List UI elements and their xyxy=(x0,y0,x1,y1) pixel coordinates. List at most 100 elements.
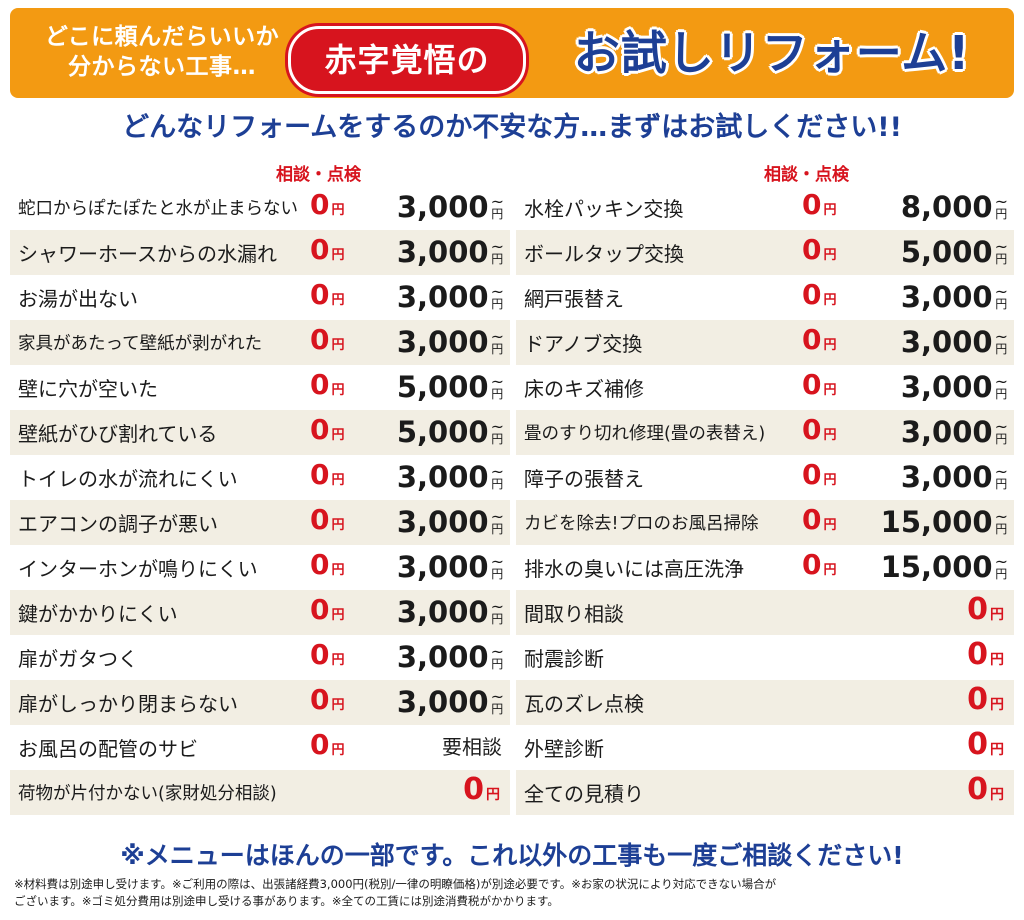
tilde-mark: ~ xyxy=(994,236,1008,256)
tilde-mark: ~ xyxy=(994,506,1008,526)
service-price-value: 8,000 xyxy=(900,190,993,224)
service-price-value: 3,000 xyxy=(396,685,489,719)
yen-unit: 円 xyxy=(823,383,837,398)
consult-fee-value: 0 xyxy=(310,458,330,491)
table-row: 壁紙がひび割れている 0 円 5,000 ~ 円 xyxy=(10,410,510,455)
yen-unit: 円 xyxy=(491,431,504,446)
tilde-mark: ~ xyxy=(490,641,504,661)
page-subtitle: どんなリフォームをするのか不安な方…まずはお試しください!! xyxy=(122,112,902,143)
consult-fee-value: 0 xyxy=(802,503,822,536)
tilde-mark: ~ xyxy=(994,461,1008,481)
from-yen-mark: ~ 円 xyxy=(995,193,1008,220)
service-price: 3,000 ~ 円 xyxy=(901,410,1008,455)
service-price: 3,000 ~ 円 xyxy=(397,320,504,365)
yen-unit: 円 xyxy=(823,248,837,263)
service-price: 3,000 ~ 円 xyxy=(397,590,504,635)
banner-title: お試しリフォーム! xyxy=(573,26,971,80)
service-price-value: 3,000 xyxy=(900,280,993,314)
yen-unit: 円 xyxy=(823,293,837,308)
consult-fee-value: 0 xyxy=(310,593,330,626)
consult-fee-value: 0 xyxy=(310,503,330,536)
service-label: 排水の臭いには高圧洗浄 xyxy=(524,557,744,581)
right-column-header: 相談・点検 xyxy=(764,165,849,185)
service-label: 畳のすり切れ修理(畳の表替え) xyxy=(524,424,766,444)
yen-unit: 円 xyxy=(823,563,837,578)
yen-unit: 円 xyxy=(995,296,1008,311)
tilde-mark: ~ xyxy=(490,371,504,391)
yen-unit: 円 xyxy=(990,607,1004,623)
banner-tagline: どこに頼んだらいいか 分からない工事… xyxy=(32,22,292,82)
footnotes: ※材料費は別途申し受けます。※ご利用の際は、出張諸経費3,000円(税別/一律の… xyxy=(14,876,1014,910)
from-yen-mark: ~ 円 xyxy=(995,418,1008,445)
service-label: 水栓パッキン交換 xyxy=(524,197,684,221)
service-label: シャワーホースからの水漏れ xyxy=(18,242,277,266)
left-column-header: 相談・点検 xyxy=(276,165,361,185)
service-label: 扉がしっかり閉まらない xyxy=(18,692,238,716)
from-yen-mark: ~ 円 xyxy=(994,461,1008,490)
consult-fee-value: 0 xyxy=(802,323,822,356)
consult-fee-value: 0 xyxy=(310,278,330,311)
menu-note: ※メニューはほんの一部です。これ以外の工事も一度ご相談ください! xyxy=(120,841,904,870)
free-price-value: 0 xyxy=(967,727,988,762)
yen-unit: 円 xyxy=(823,338,837,353)
tilde-mark: ~ xyxy=(490,461,504,481)
from-yen-mark: ~ 円 xyxy=(994,551,1008,580)
consult-fee-value: 0 xyxy=(310,683,330,716)
yen-unit: 円 xyxy=(995,521,1008,536)
service-label: ボールタップ交換 xyxy=(524,242,684,266)
table-row: 瓦のズレ点検 0 円 xyxy=(516,680,1014,725)
table-row: お湯が出ない 0 円 3,000 ~ 円 xyxy=(10,275,510,320)
header-banner: どこに頼んだらいいか 分からない工事… 赤字覚悟の お試しリフォーム! xyxy=(10,8,1014,98)
table-row: お風呂の配管のサビ 0 円 要相談 xyxy=(10,725,510,770)
tilde-mark: ~ xyxy=(994,551,1008,571)
table-row: 耐震診断 0 円 xyxy=(516,635,1014,680)
tilde-mark: ~ xyxy=(490,686,504,706)
yen-unit: 円 xyxy=(491,251,504,266)
table-row: 扉がしっかり閉まらない 0 円 3,000 ~ 円 xyxy=(10,680,510,725)
service-price-value: 3,000 xyxy=(900,460,993,494)
table-row: インターホンが鳴りにくい 0 円 3,000 ~ 円 xyxy=(10,545,510,590)
service-price: 3,000 ~ 円 xyxy=(397,545,504,590)
table-row: ボールタップ交換 0 円 5,000 ~ 円 xyxy=(516,230,1014,275)
service-label: トイレの水が流れにくい xyxy=(18,467,238,491)
free-price-value: 0 xyxy=(967,682,988,717)
service-price-value: 15,000 xyxy=(880,550,993,584)
table-row: シャワーホースからの水漏れ 0 円 3,000 ~ 円 xyxy=(10,230,510,275)
tilde-mark: ~ xyxy=(994,371,1008,391)
service-price-value: 3,000 xyxy=(396,190,489,224)
yen-unit: 円 xyxy=(990,652,1004,668)
service-price-value: 3,000 xyxy=(396,550,489,584)
yen-unit: 円 xyxy=(491,521,504,536)
yen-unit: 円 xyxy=(331,293,345,308)
service-label: 扉がガタつく xyxy=(18,647,138,671)
service-price: 3,000 ~ 円 xyxy=(397,185,504,230)
from-yen-mark: ~ 円 xyxy=(994,371,1008,400)
service-price-value: 3,000 xyxy=(396,595,489,629)
free-price-value: 0 xyxy=(967,637,988,672)
yen-unit: 円 xyxy=(990,787,1004,803)
from-yen-mark: ~ 円 xyxy=(995,283,1008,311)
yen-unit: 円 xyxy=(491,656,504,671)
consult-fee-value: 0 xyxy=(802,548,822,581)
consult-fee-value: 0 xyxy=(802,233,822,266)
service-price-value: 3,000 xyxy=(900,370,993,404)
table-row: 水栓パッキン交換 0 円 8,000 ~ 円 xyxy=(516,185,1014,230)
consult-fee-value: 0 xyxy=(310,188,330,221)
table-row: 床のキズ補修 0 円 3,000 ~ 円 xyxy=(516,365,1014,410)
yen-unit: 円 xyxy=(491,341,504,356)
